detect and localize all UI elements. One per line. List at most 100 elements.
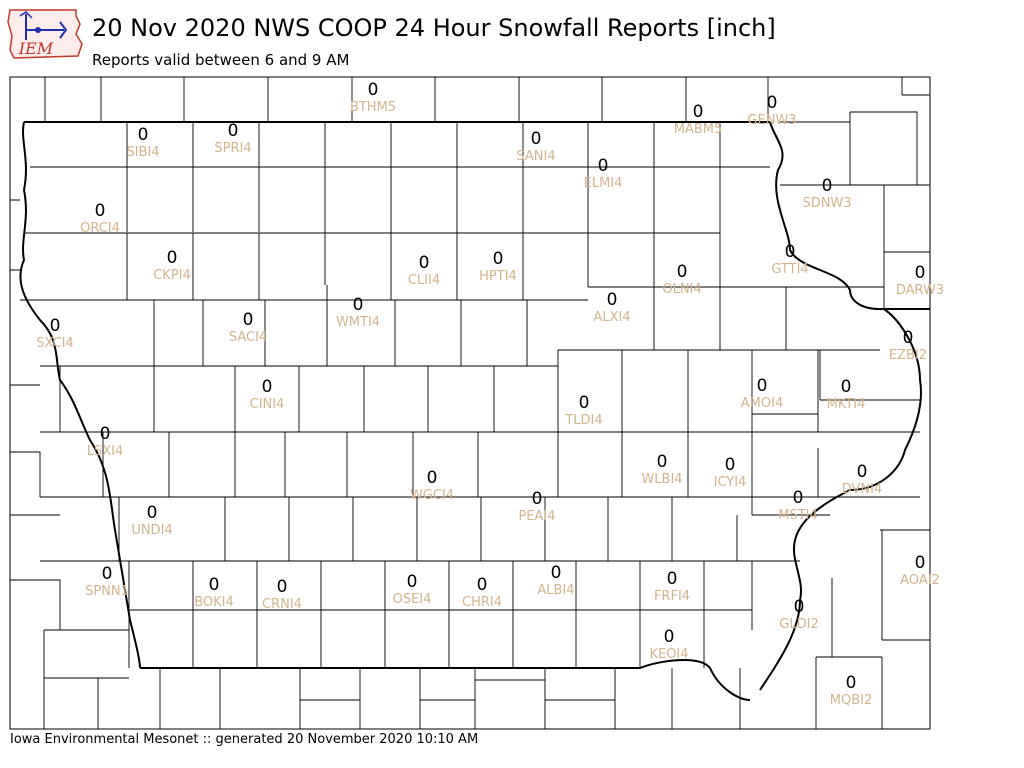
snowfall-value: 0 xyxy=(100,424,111,444)
station-id-label: WMTI4 xyxy=(336,315,380,330)
page-title: 20 Nov 2020 NWS COOP 24 Hour Snowfall Re… xyxy=(92,14,776,42)
snowfall-value: 0 xyxy=(767,93,778,113)
snowfall-value: 0 xyxy=(95,201,106,221)
station-id-label: ELMI4 xyxy=(584,176,623,191)
snowfall-value: 0 xyxy=(607,290,618,310)
snowfall-value: 0 xyxy=(822,176,833,196)
snowfall-value: 0 xyxy=(693,102,704,122)
footer-credit: Iowa Environmental Mesonet :: generated … xyxy=(10,732,479,747)
snowfall-value: 0 xyxy=(532,489,543,509)
snowfall-value: 0 xyxy=(664,627,675,647)
snowfall-value: 0 xyxy=(657,452,668,472)
snowfall-value: 0 xyxy=(794,597,805,617)
snowfall-value: 0 xyxy=(579,393,590,413)
page-subtitle: Reports valid between 6 and 9 AM xyxy=(92,51,350,69)
station-id-label: SDNW3 xyxy=(802,196,851,211)
station-id-label: ORCI4 xyxy=(80,221,120,236)
snowfall-value: 0 xyxy=(551,563,562,583)
snowfall-value: 0 xyxy=(228,121,239,141)
station-id-label: ALXI4 xyxy=(593,310,630,325)
map-frame xyxy=(9,76,931,730)
station-id-label: WGCI4 xyxy=(410,488,454,503)
station-id-label: AMOI4 xyxy=(741,396,783,411)
snowfall-value: 0 xyxy=(477,575,488,595)
station-id-label: OSEI4 xyxy=(393,592,432,607)
logo-text: IEM xyxy=(18,39,54,58)
station-id-label: CRNI4 xyxy=(262,597,302,612)
station-id-label: ALBI4 xyxy=(537,583,574,598)
snowfall-value: 0 xyxy=(915,553,926,573)
snowfall-value: 0 xyxy=(531,129,542,149)
snowfall-value: 0 xyxy=(243,310,254,330)
station-id-label: MABM5 xyxy=(674,122,723,137)
station-id-label: SPRI4 xyxy=(214,141,251,156)
snowfall-value: 0 xyxy=(138,125,149,145)
snowfall-value: 0 xyxy=(857,462,868,482)
snowfall-value: 0 xyxy=(493,249,504,269)
station-id-label: GLDI2 xyxy=(779,617,818,632)
station-id-label: CHRI4 xyxy=(462,595,502,610)
station-id-label: GTTI4 xyxy=(771,262,808,277)
station-id-label: CLII4 xyxy=(408,273,440,288)
station-id-label: KEOI4 xyxy=(649,647,688,662)
station-id-label: SACI4 xyxy=(229,330,267,345)
station-id-label: AOAI2 xyxy=(900,573,940,588)
snowfall-value: 0 xyxy=(419,253,430,273)
station-id-label: OLNI4 xyxy=(662,282,701,297)
station-id-label: SIBI4 xyxy=(126,145,159,160)
station-id-label: MSTI4 xyxy=(778,508,818,523)
station-id-label: MKTI4 xyxy=(827,397,866,412)
snowfall-value: 0 xyxy=(598,156,609,176)
snowfall-value: 0 xyxy=(353,295,364,315)
station-id-label: HPTI4 xyxy=(479,269,517,284)
snowfall-value: 0 xyxy=(757,376,768,396)
station-id-label: WLBI4 xyxy=(641,472,682,487)
snowfall-value: 0 xyxy=(841,377,852,397)
station-id-label: CKPI4 xyxy=(153,268,191,283)
snowfall-value: 0 xyxy=(846,673,857,693)
snowfall-value: 0 xyxy=(407,572,418,592)
station-id-label: GENW3 xyxy=(747,113,796,128)
station-id-label: MQBI2 xyxy=(830,693,872,708)
snowfall-value: 0 xyxy=(102,564,113,584)
station-id-label: BTHM5 xyxy=(350,100,396,115)
iowa-counties xyxy=(20,122,920,668)
